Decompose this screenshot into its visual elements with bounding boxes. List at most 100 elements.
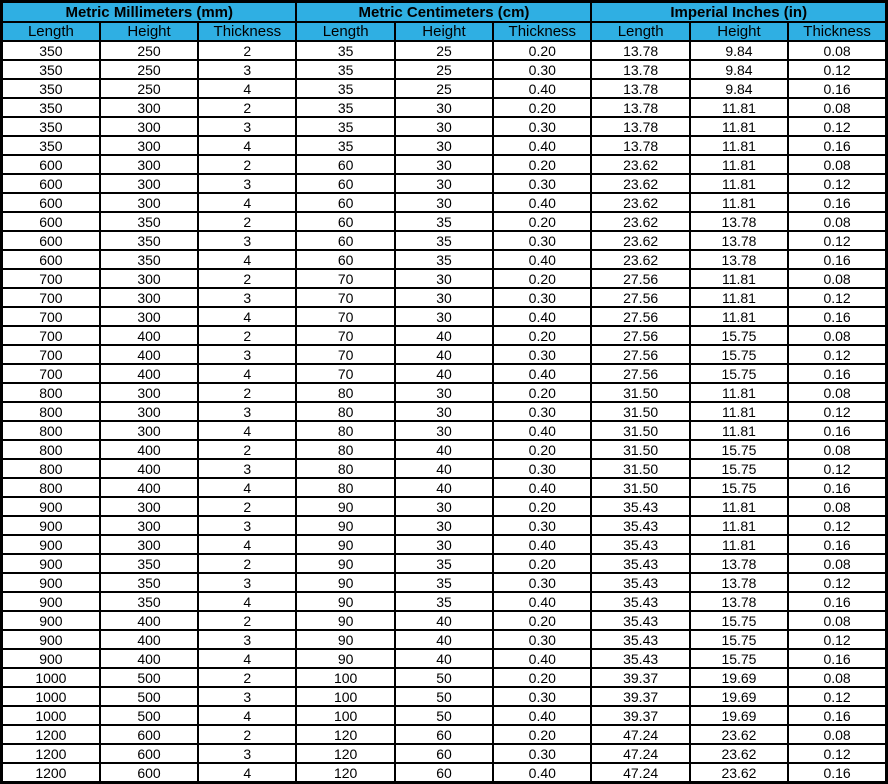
table-cell: 70 [295,363,396,384]
table-cell: 0.16 [787,420,888,441]
table-cell: 100 [295,667,396,688]
table-cell: 800 [0,439,101,460]
section-title-in: Imperial Inches (in) [590,0,888,23]
table-row: 700 300 3 70 30 0.30 27.56 11.81 0.12 [0,287,888,308]
table-row: 800 400 4 80 40 0.40 31.50 15.75 0.16 [0,477,888,498]
table-row: 350 250 2 35 25 0.20 13.78 9.84 0.08 [0,40,888,61]
table-cell: 15.75 [688,439,790,460]
table-cell: 40 [393,629,495,650]
table-cell: 90 [295,572,396,593]
table-cell: 90 [295,534,396,555]
table-cell: 0.16 [787,591,888,612]
table-cell: 700 [0,306,101,327]
table-cell: 400 [98,344,200,365]
table-cell: 0.20 [492,496,593,517]
table-cell: 2 [197,610,298,631]
table-row: 800 300 3 80 30 0.30 31.50 11.81 0.12 [0,401,888,422]
table-row: 900 300 4 90 30 0.40 35.43 11.81 0.16 [0,534,888,555]
table-cell: 0.08 [787,154,888,175]
table-cell: 0.30 [492,686,593,707]
table-cell: 50 [393,667,495,688]
table-cell: 2 [197,724,298,745]
table-cell: 3 [197,515,298,536]
table-cell: 35 [295,40,396,61]
table-row: 350 250 3 35 25 0.30 13.78 9.84 0.12 [0,59,888,80]
table-cell: 0.30 [492,401,593,422]
table-cell: 300 [98,173,200,194]
table-row: 900 400 3 90 40 0.30 35.43 15.75 0.12 [0,629,888,650]
table-cell: 2 [197,211,298,232]
table-cell: 350 [0,97,101,118]
table-cell: 31.50 [590,382,691,403]
table-cell: 0.16 [787,363,888,384]
table-row: 900 400 2 90 40 0.20 35.43 15.75 0.08 [0,610,888,631]
table-cell: 0.40 [492,648,593,669]
table-cell: 1200 [0,743,101,764]
table-cell: 31.50 [590,439,691,460]
table-row: 800 300 4 80 30 0.40 31.50 11.81 0.16 [0,420,888,441]
table-row: 1200 600 4 120 60 0.40 47.24 23.62 0.16 [0,762,888,784]
table-cell: 350 [98,572,200,593]
table-cell: 3 [197,59,298,80]
table-cell: 15.75 [688,325,790,346]
table-cell: 90 [295,496,396,517]
table-cell: 27.56 [590,287,691,308]
table-cell: 35 [295,78,396,99]
table-cell: 0.30 [492,344,593,365]
table-cell: 0.30 [492,59,593,80]
table-cell: 70 [295,306,396,327]
table-cell: 11.81 [688,116,790,137]
table-cell: 4 [197,135,298,156]
table-cell: 0.20 [492,97,593,118]
table-row: 350 250 4 35 25 0.40 13.78 9.84 0.16 [0,78,888,99]
table-cell: 0.20 [492,667,593,688]
table-cell: 300 [98,135,200,156]
table-cell: 4 [197,591,298,612]
table-cell: 0.20 [492,439,593,460]
table-cell: 15.75 [688,344,790,365]
table-cell: 23.62 [590,249,691,270]
table-cell: 0.16 [787,762,888,784]
table-cell: 0.12 [787,629,888,650]
table-cell: 35 [393,553,495,574]
table-cell: 0.12 [787,287,888,308]
table-cell: 13.78 [590,97,691,118]
table-cell: 350 [98,230,200,251]
table-cell: 30 [393,306,495,327]
table-cell: 4 [197,420,298,441]
table-cell: 120 [295,762,396,784]
section-title-cm: Metric Centimeters (cm) [295,0,593,23]
table-cell: 35 [295,59,396,80]
table-cell: 0.08 [787,268,888,289]
table-cell: 2 [197,40,298,61]
table-cell: 0.40 [492,78,593,99]
table-cell: 900 [0,515,101,536]
table-cell: 11.81 [688,496,790,517]
table-cell: 3 [197,572,298,593]
table-cell: 600 [0,230,101,251]
table-cell: 0.30 [492,743,593,764]
table-cell: 3 [197,743,298,764]
table-cell: 50 [393,686,495,707]
table-cell: 11.81 [688,135,790,156]
table-cell: 31.50 [590,420,691,441]
table-cell: 39.37 [590,705,691,726]
table-cell: 0.16 [787,249,888,270]
table-header: Metric Millimeters (mm) Metric Centimete… [0,0,888,42]
table-cell: 15.75 [688,610,790,631]
table-cell: 600 [0,154,101,175]
table-cell: 0.16 [787,705,888,726]
table-cell: 30 [393,192,495,213]
table-cell: 15.75 [688,458,790,479]
table-cell: 35.43 [590,553,691,574]
table-cell: 0.08 [787,496,888,517]
table-cell: 0.12 [787,686,888,707]
col-header-cm-length: Length [295,21,396,42]
table-cell: 80 [295,382,396,403]
table-cell: 0.08 [787,97,888,118]
table-cell: 0.20 [492,268,593,289]
col-header-in-height: Height [688,21,790,42]
table-cell: 60 [295,173,396,194]
table-cell: 23.62 [688,724,790,745]
